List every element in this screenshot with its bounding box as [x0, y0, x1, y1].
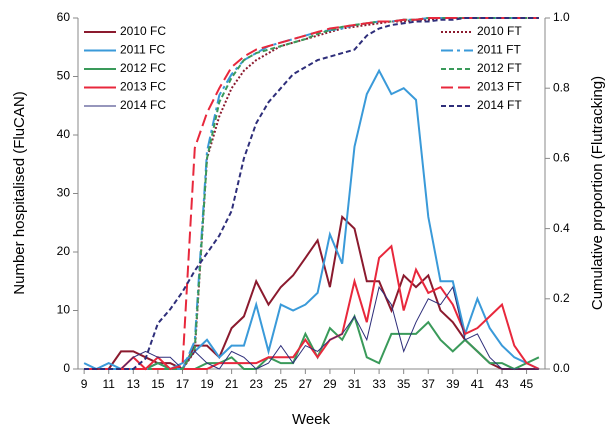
- x-tick-label: 43: [495, 377, 509, 391]
- x-tick-label: 21: [225, 377, 239, 391]
- x-tick-label: 45: [520, 377, 534, 391]
- y2-axis-title: Cumulative proportion (Flutracking): [589, 76, 606, 310]
- legend-label: 2011 FT: [477, 43, 521, 57]
- series-line: [84, 313, 540, 371]
- y2-tick-label: 0.6: [553, 151, 570, 165]
- legend-label: 2011 FC: [120, 43, 165, 57]
- legend-label: 2012 FT: [477, 61, 522, 75]
- x-tick-label: 19: [200, 377, 214, 391]
- y-tick-label: 40: [57, 127, 71, 141]
- x-tick-label: 33: [372, 377, 386, 391]
- y-tick-label: 60: [57, 10, 71, 24]
- x-tick-label: 25: [274, 377, 288, 391]
- x-tick-label: 13: [127, 377, 141, 391]
- legend-label: 2014 FC: [120, 98, 166, 112]
- x-tick-label: 35: [397, 377, 411, 391]
- series-line: [84, 285, 539, 370]
- series-line: [83, 68, 540, 371]
- series-line: [84, 244, 540, 371]
- y-axis-title: Number hospitalised (FluCAN): [11, 91, 28, 294]
- legend-label: 2013 FT: [477, 80, 522, 94]
- x-tick-label: 23: [250, 377, 264, 391]
- x-tick-label: 15: [151, 377, 165, 391]
- legend-label: 2013 FC: [120, 80, 166, 94]
- y2-tick-label: 0.8: [553, 80, 570, 94]
- x-tick-label: 17: [176, 377, 190, 391]
- y2-tick-label: 0.2: [553, 291, 570, 305]
- series-line: [84, 17, 539, 370]
- y2-tick-label: 0.4: [553, 221, 570, 235]
- x-tick-label: 41: [471, 377, 485, 391]
- x-tick-label: 39: [446, 377, 460, 391]
- legend-label: 2014 FT: [477, 98, 522, 112]
- x-tick-label: 37: [422, 377, 436, 391]
- x-tick-label: 29: [323, 377, 337, 391]
- x-tick-label: 27: [299, 377, 313, 391]
- legend-label: 2010 FC: [120, 24, 166, 38]
- x-tick-label: 9: [81, 377, 88, 391]
- y2-tick-label: 0.0: [553, 361, 570, 375]
- y-tick-label: 0: [63, 361, 70, 375]
- y-tick-label: 50: [57, 69, 71, 83]
- series-line: [84, 17, 539, 370]
- x-axis-title: Week: [292, 411, 331, 428]
- y2-tick-label: 1.0: [553, 10, 570, 24]
- x-tick-label: 11: [102, 377, 115, 391]
- y-tick-label: 10: [57, 303, 71, 317]
- x-tick-label: 31: [348, 377, 362, 391]
- legend-label: 2012 FC: [120, 61, 166, 75]
- legend-label: 2010 FT: [477, 24, 522, 38]
- y-tick-label: 30: [57, 186, 71, 200]
- y-tick-label: 20: [57, 244, 71, 258]
